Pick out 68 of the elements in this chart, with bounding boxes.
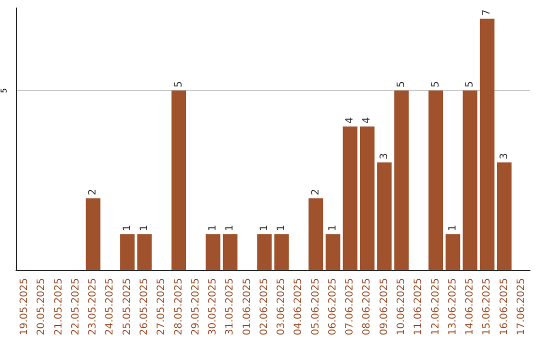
bar — [222, 234, 238, 270]
x-tick-label: 14.06.2025 — [464, 278, 476, 336]
data-label: 1 — [208, 224, 219, 232]
x-tick-label: 11.06.2025 — [413, 278, 424, 336]
data-label: 1 — [224, 224, 236, 232]
bar — [428, 90, 444, 270]
x-tick-label: 07.06.2025 — [344, 278, 356, 336]
x-tick-label: 06.06.2025 — [327, 278, 338, 336]
data-label: 3 — [498, 152, 510, 160]
x-tick-label: 23.05.2025 — [88, 278, 99, 336]
x-tick-label: 04.06.2025 — [293, 278, 304, 336]
x-tick-label: 16.06.2025 — [498, 278, 510, 336]
x-tick-label: 30.05.2025 — [208, 278, 219, 336]
bar — [326, 234, 340, 270]
x-tick-label: 13.06.2025 — [447, 278, 458, 336]
bar — [171, 90, 186, 270]
x-tick-label: 31.05.2025 — [224, 278, 236, 336]
bar — [206, 234, 220, 270]
data-label: 2 — [88, 188, 99, 196]
data-label: 3 — [378, 152, 390, 160]
x-tick-label: 20.05.2025 — [36, 278, 48, 336]
x-tick-label: 22.05.2025 — [70, 278, 82, 336]
x-tick-label: 26.05.2025 — [139, 278, 150, 336]
data-label: 2 — [310, 188, 322, 196]
data-label: 1 — [122, 224, 133, 232]
bar — [462, 90, 478, 270]
x-tick-label: 01.06.2025 — [242, 278, 253, 336]
x-tick-label: 10.06.2025 — [396, 278, 407, 336]
bar — [446, 234, 460, 270]
bar — [120, 234, 135, 270]
bar — [86, 198, 100, 270]
bar — [308, 198, 324, 270]
x-tick-label: 02.06.2025 — [258, 278, 270, 336]
x-tick-label: 25.05.2025 — [122, 278, 133, 336]
x-tick-label: 21.05.2025 — [53, 278, 64, 336]
data-label: 1 — [327, 224, 338, 232]
data-label: 1 — [139, 224, 150, 232]
x-tick-label: 29.05.2025 — [190, 278, 202, 336]
bar — [497, 162, 512, 270]
bar — [480, 18, 494, 270]
x-tick-label: 24.05.2025 — [104, 278, 116, 336]
bar — [394, 90, 409, 270]
x-tick-label: 03.06.2025 — [276, 278, 288, 336]
x-tick-label: 08.06.2025 — [362, 278, 373, 336]
data-label: 5 — [173, 81, 184, 88]
x-tick-label: 28.05.2025 — [173, 278, 184, 336]
data-label: 4 — [362, 117, 373, 124]
data-label: 7 — [482, 9, 493, 16]
data-label: 1 — [447, 224, 458, 232]
x-tick-label: 17.06.2025 — [516, 278, 527, 336]
data-label: 1 — [258, 224, 270, 232]
x-tick-label: 19.05.2025 — [19, 278, 30, 336]
bar — [342, 126, 358, 270]
data-label: 5 — [396, 81, 407, 88]
data-label: 5 — [464, 81, 476, 88]
data-label: 5 — [430, 81, 442, 88]
bar — [360, 126, 375, 270]
bar — [137, 234, 152, 270]
data-label: 1 — [276, 224, 288, 232]
bar — [377, 162, 392, 270]
x-tick-label: 12.06.2025 — [430, 278, 442, 336]
data-label: 4 — [344, 117, 356, 124]
x-tick-label: 09.06.2025 — [378, 278, 390, 336]
bar — [257, 234, 272, 270]
x-tick-label: 27.05.2025 — [156, 278, 168, 336]
x-tick-label: 05.06.2025 — [310, 278, 322, 336]
bar — [274, 234, 289, 270]
x-tick-label: 15.06.2025 — [482, 278, 493, 336]
